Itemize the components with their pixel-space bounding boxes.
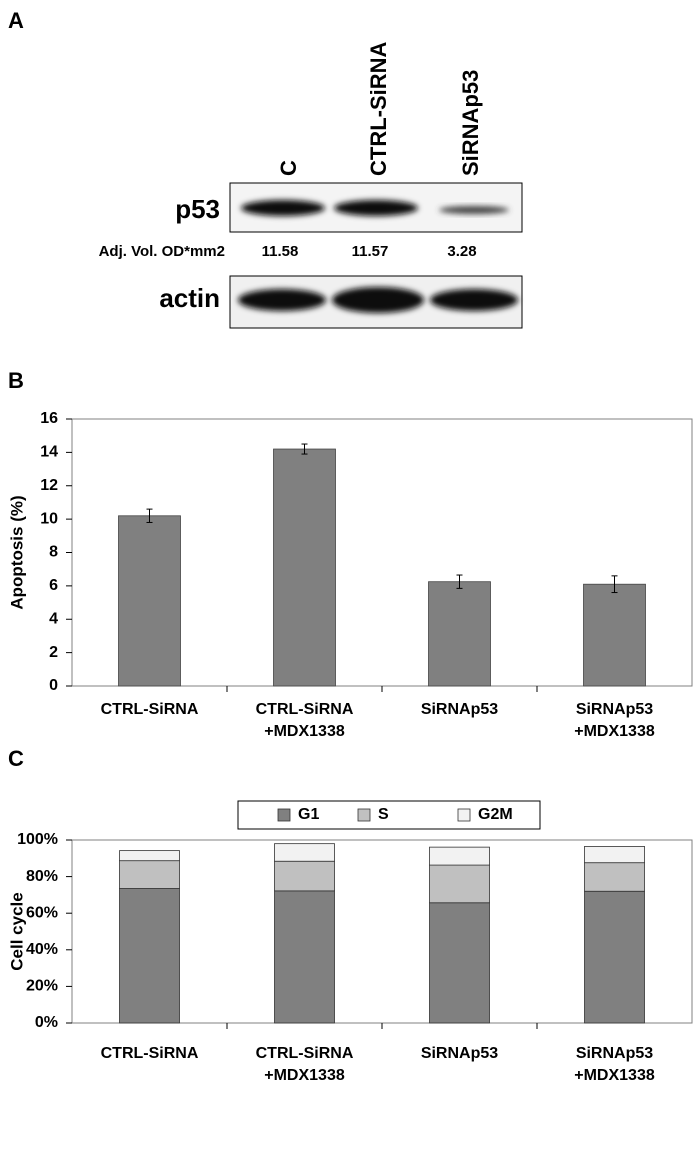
legend-label: S xyxy=(378,806,389,823)
bar-segment xyxy=(584,890,645,1024)
x-tick-label: CTRL-SiRNA xyxy=(101,701,199,718)
bar xyxy=(428,581,491,687)
quant-value: 11.57 xyxy=(352,243,389,260)
row-label: p53 xyxy=(175,194,220,224)
bar xyxy=(118,515,181,687)
band xyxy=(238,289,326,311)
bar-segment xyxy=(274,860,335,892)
y-tick-label: 10 xyxy=(40,510,58,527)
y-tick-label: 0 xyxy=(49,677,58,694)
y-tick-label: 6 xyxy=(49,577,58,594)
x-tick-label: CTRL-SiRNA xyxy=(101,1045,199,1062)
bar xyxy=(273,448,336,687)
y-tick-label: 16 xyxy=(40,410,58,427)
y-tick-label: 14 xyxy=(40,444,58,461)
legend-label: G1 xyxy=(298,806,319,823)
bar-segment xyxy=(429,902,490,1024)
y-axis-label: Cell cycle xyxy=(7,892,26,970)
quant-value: 3.28 xyxy=(447,243,476,260)
y-tick-label: 80% xyxy=(26,868,58,885)
x-tick-label: SiRNAp53 xyxy=(421,701,498,718)
bar xyxy=(583,583,646,687)
lane-label: CTRL-SiRNA xyxy=(366,41,391,176)
quant-value: 11.58 xyxy=(262,243,299,260)
bar-segment xyxy=(429,864,490,904)
x-tick-label: +MDX1338 xyxy=(264,723,345,740)
legend-swatch xyxy=(457,808,471,822)
lane-label: C xyxy=(276,160,301,176)
y-tick-label: 8 xyxy=(49,544,58,561)
band xyxy=(334,200,418,216)
bar-segment xyxy=(119,860,180,889)
x-tick-label: SiRNAp53 xyxy=(421,1045,498,1062)
x-tick-label: CTRL-SiRNA xyxy=(256,701,354,718)
y-tick-label: 12 xyxy=(40,477,58,494)
panel-label: C xyxy=(8,746,24,771)
y-tick-label: 2 xyxy=(49,644,58,661)
lane-label: SiRNAp53 xyxy=(458,70,483,176)
band xyxy=(430,289,518,311)
y-tick-label: 40% xyxy=(26,941,58,958)
bar-segment xyxy=(584,846,645,864)
bar-segment xyxy=(584,862,645,892)
y-tick-label: 0% xyxy=(35,1014,58,1031)
bar-segment xyxy=(119,888,180,1024)
band xyxy=(241,200,325,216)
legend-label: G2M xyxy=(478,806,513,823)
y-tick-label: 4 xyxy=(49,610,58,627)
x-tick-label: SiRNAp53 xyxy=(576,1045,653,1062)
y-axis-label: Apoptosis (%) xyxy=(7,495,26,609)
panel-label: B xyxy=(8,368,24,393)
x-tick-label: CTRL-SiRNA xyxy=(256,1045,354,1062)
band xyxy=(332,287,424,313)
legend-swatch xyxy=(277,808,291,822)
x-tick-label: +MDX1338 xyxy=(574,1067,655,1084)
bar-segment xyxy=(274,890,335,1024)
x-tick-label: SiRNAp53 xyxy=(576,701,653,718)
legend-swatch xyxy=(357,808,371,822)
bar-segment xyxy=(119,850,180,862)
x-tick-label: +MDX1338 xyxy=(574,723,655,740)
quant-label: Adj. Vol. OD*mm2 xyxy=(99,243,225,260)
x-tick-label: +MDX1338 xyxy=(264,1067,345,1084)
row-label: actin xyxy=(159,283,220,313)
y-tick-label: 20% xyxy=(26,978,58,995)
bar-segment xyxy=(429,846,490,866)
bar-segment xyxy=(274,843,335,862)
y-tick-label: 100% xyxy=(17,831,58,848)
band xyxy=(439,206,509,214)
y-tick-label: 60% xyxy=(26,904,58,921)
panel-label: A xyxy=(8,8,24,33)
